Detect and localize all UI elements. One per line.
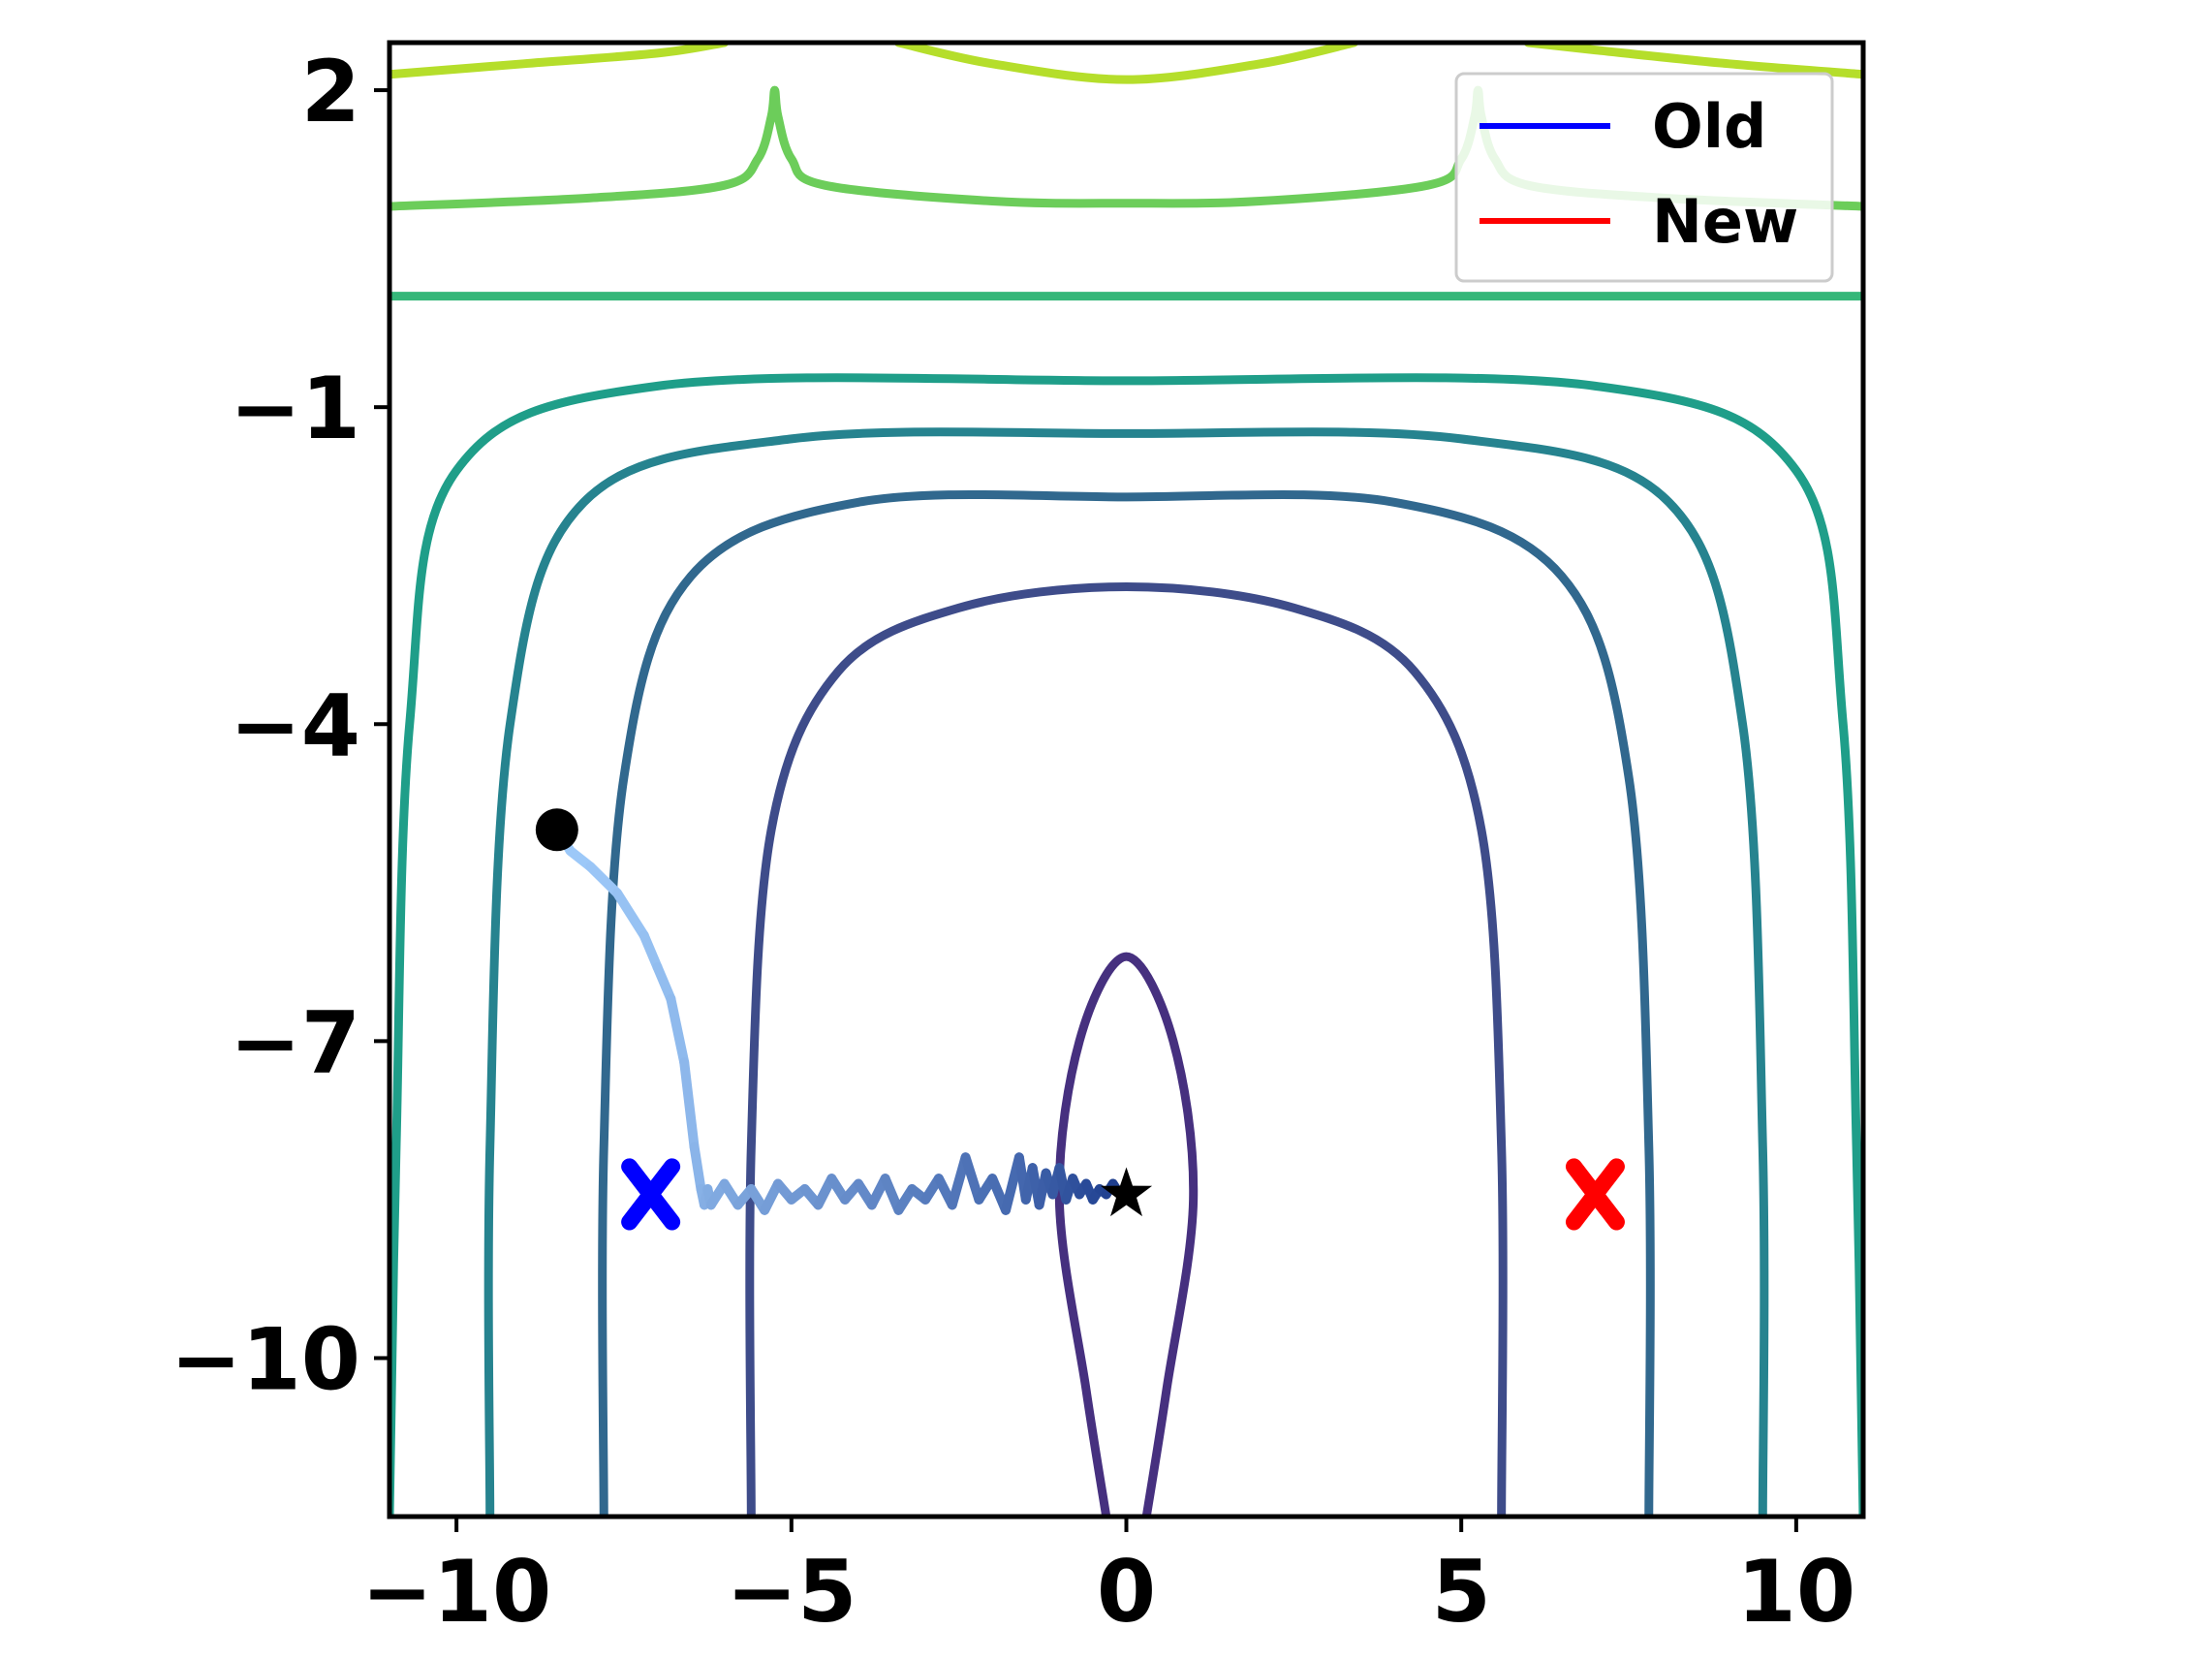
markers: [535, 808, 1625, 1231]
contour-line-7: [389, 43, 730, 79]
contour-line-9: [1523, 43, 1863, 79]
trajectory-segment: [652, 962, 676, 1004]
y-tick-label: −4: [230, 675, 360, 775]
contour-line-3: [483, 427, 1769, 1517]
legend-label-old: Old: [1652, 91, 1766, 162]
start-point: [535, 808, 578, 852]
trajectory-segment: [689, 1142, 706, 1194]
trajectory-segment: [666, 993, 690, 1068]
trajectory-segment: [679, 1057, 700, 1152]
trajectory-segment: [612, 888, 649, 941]
trajectory-segment: [639, 930, 663, 973]
new-target: [1565, 1158, 1625, 1231]
contour-line-8: [893, 43, 1359, 84]
x-tick-label: −5: [726, 1542, 857, 1642]
y-tick-label: −10: [171, 1309, 360, 1409]
y-axis: 2 −1 −4 −7 −10: [171, 42, 389, 1409]
x-tick-label: 5: [1432, 1542, 1491, 1642]
trajectory-segment: [960, 1152, 984, 1205]
x-tick-label: −10: [361, 1542, 551, 1642]
x-tick-label: 10: [1737, 1542, 1855, 1642]
x-axis: −10 −5 0 5 10: [361, 1517, 1855, 1642]
trajectory-segment: [585, 861, 623, 898]
y-tick-label: −1: [230, 359, 360, 458]
plot-background: [389, 43, 1863, 1517]
contour-line-0: [1054, 952, 1199, 1517]
y-tick-label: 2: [301, 42, 360, 141]
y-tick-label: −7: [230, 992, 360, 1092]
old-target: [621, 1158, 681, 1231]
optimum-star: [1100, 1167, 1153, 1217]
contour-line-4: [389, 373, 1863, 1517]
contour-line-2: [598, 489, 1655, 1517]
legend-label-new: New: [1652, 186, 1798, 257]
x-tick-label: 0: [1097, 1542, 1156, 1642]
legend: Old New: [1454, 72, 1834, 283]
contour-line-1: [745, 582, 1508, 1517]
